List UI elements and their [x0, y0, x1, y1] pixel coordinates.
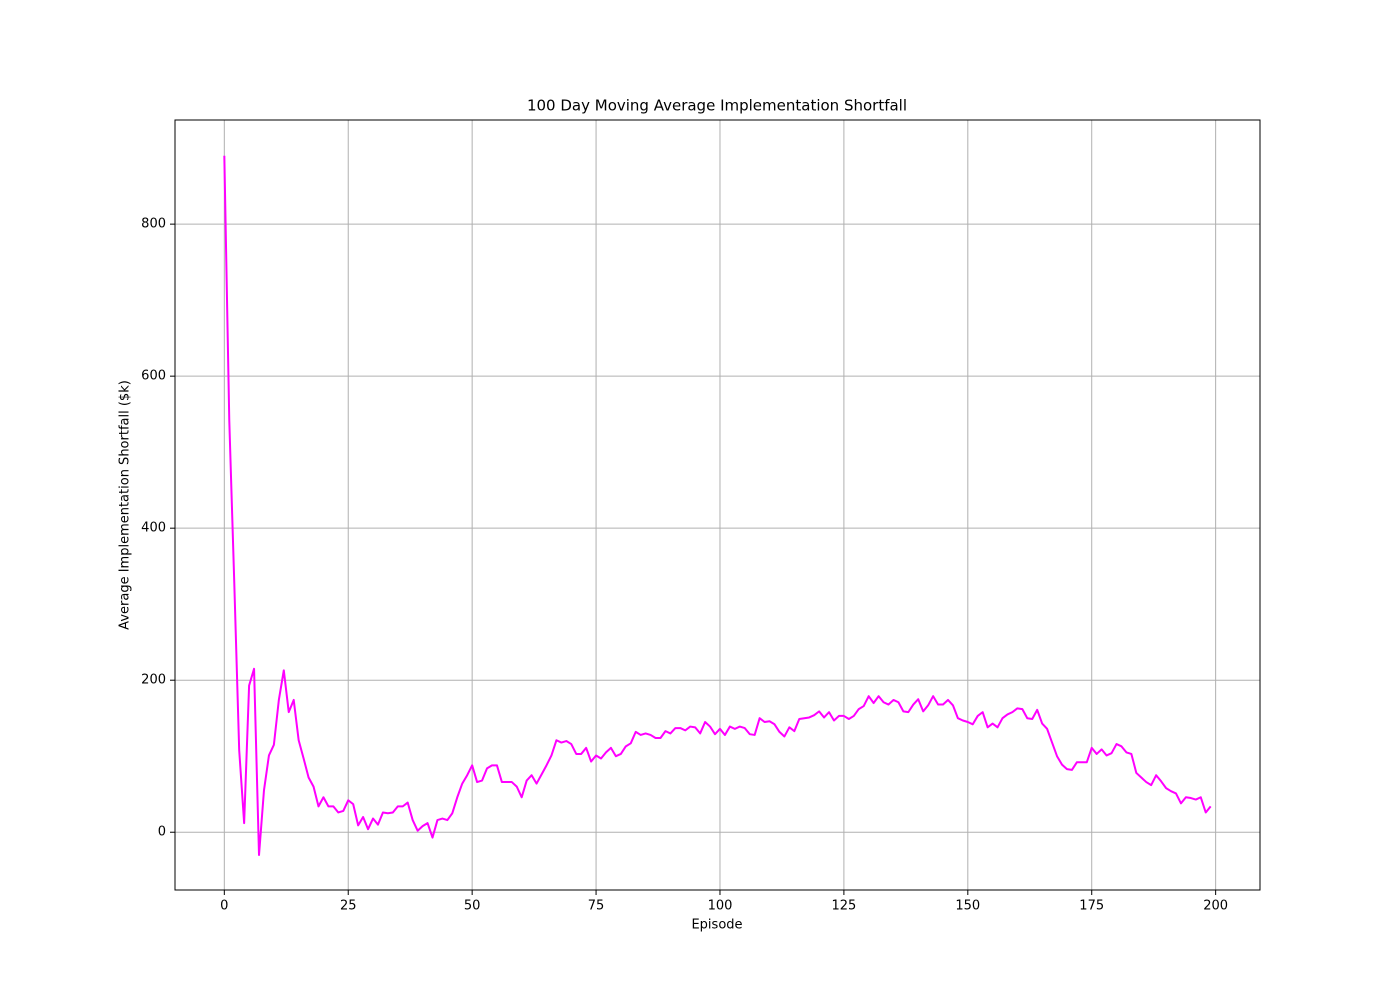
x-tick-label: 150 [955, 899, 980, 914]
y-tick-label: 400 [141, 521, 166, 536]
data-line [223, 155, 1212, 857]
y-tick-label: 0 [158, 825, 166, 840]
x-tick-label: 125 [831, 899, 856, 914]
x-tick-label: 75 [588, 899, 605, 914]
x-tick-label: 25 [340, 899, 357, 914]
x-axis-label: Episode [691, 918, 742, 933]
x-tick-label: 200 [1203, 899, 1228, 914]
x-tick-label: 50 [464, 899, 481, 914]
plot-frame [174, 119, 1261, 891]
chart-title: 100 Day Moving Average Implementation Sh… [527, 97, 907, 115]
y-tick-label: 200 [141, 673, 166, 688]
x-tick-label: 175 [1079, 899, 1104, 914]
y-tick-label: 800 [141, 217, 166, 232]
x-tick-label: 100 [708, 899, 733, 914]
y-tick-label: 600 [141, 369, 166, 384]
x-tick-label: 0 [220, 899, 228, 914]
y-axis-label: Average Implementation Shortfall ($k) [118, 380, 133, 630]
